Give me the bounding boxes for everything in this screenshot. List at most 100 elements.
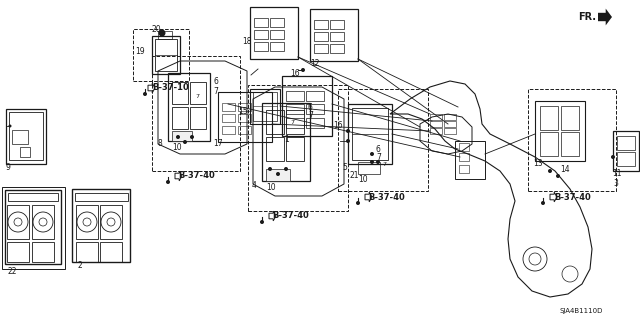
Bar	[444, 128, 456, 134]
Bar	[270, 42, 284, 51]
Bar	[286, 91, 304, 101]
Bar	[254, 42, 268, 51]
Bar	[430, 121, 442, 127]
Text: 7: 7	[376, 152, 381, 161]
Bar	[528, 89, 616, 191]
Text: 12: 12	[310, 58, 319, 68]
Circle shape	[556, 174, 560, 178]
Bar	[330, 20, 344, 29]
Bar	[540, 132, 558, 156]
Circle shape	[611, 155, 615, 159]
Text: 3: 3	[613, 180, 618, 189]
Bar	[9, 112, 43, 160]
Bar	[7, 205, 29, 239]
Bar	[152, 36, 180, 74]
Bar	[32, 242, 54, 262]
Bar	[76, 205, 98, 239]
Bar	[286, 137, 304, 161]
Text: 2: 2	[78, 262, 83, 271]
Text: 4: 4	[252, 182, 257, 190]
Text: 8: 8	[158, 139, 163, 149]
Bar	[338, 89, 428, 191]
Text: 1: 1	[284, 135, 289, 144]
Bar	[310, 9, 358, 61]
Bar	[330, 44, 344, 53]
Text: 10: 10	[266, 182, 276, 191]
Text: 20: 20	[152, 25, 162, 33]
Text: 7: 7	[290, 121, 294, 125]
Circle shape	[370, 160, 374, 164]
Text: 16: 16	[290, 70, 300, 78]
Bar	[266, 110, 284, 134]
Text: 5: 5	[342, 162, 347, 172]
Text: B-37-10: B-37-10	[152, 84, 189, 93]
Text: B-37-40: B-37-40	[368, 192, 404, 202]
Bar	[286, 110, 304, 134]
Bar	[172, 131, 192, 141]
Bar	[444, 114, 456, 120]
Bar	[238, 103, 251, 111]
Bar	[253, 92, 277, 121]
Bar	[306, 91, 324, 101]
Bar	[314, 44, 328, 53]
Bar	[100, 242, 122, 262]
Circle shape	[356, 201, 360, 205]
Bar	[76, 242, 98, 262]
Bar	[12, 130, 28, 144]
Text: 14: 14	[560, 165, 570, 174]
Text: 16: 16	[333, 122, 342, 130]
Circle shape	[346, 139, 350, 143]
Bar	[133, 29, 189, 81]
Bar	[152, 56, 240, 171]
Text: 10: 10	[358, 174, 367, 183]
Bar	[306, 104, 324, 114]
Bar	[266, 169, 290, 181]
Circle shape	[143, 92, 147, 96]
Text: 11: 11	[612, 169, 621, 179]
Bar	[314, 20, 328, 29]
Bar	[5, 190, 61, 264]
Circle shape	[190, 135, 194, 139]
Circle shape	[276, 172, 280, 176]
Bar	[282, 76, 332, 136]
Text: 6: 6	[213, 78, 218, 86]
Bar	[75, 193, 128, 201]
Bar	[459, 143, 469, 151]
Text: FR.: FR.	[578, 12, 596, 22]
Text: B-37-40: B-37-40	[178, 172, 215, 181]
Bar	[238, 114, 251, 122]
Bar	[254, 18, 268, 27]
Text: 6: 6	[308, 102, 313, 112]
Circle shape	[346, 129, 350, 133]
Circle shape	[301, 68, 305, 72]
Bar	[218, 92, 272, 142]
Bar	[286, 104, 304, 114]
Circle shape	[183, 140, 187, 144]
Bar	[32, 205, 54, 239]
Circle shape	[8, 124, 12, 128]
Bar	[430, 114, 442, 120]
Bar	[455, 141, 485, 179]
Text: 21: 21	[350, 172, 360, 181]
Bar	[172, 107, 188, 129]
Bar	[444, 121, 456, 127]
Bar	[250, 7, 298, 59]
Bar	[561, 132, 579, 156]
Bar	[158, 31, 172, 39]
Bar	[348, 104, 392, 164]
Bar	[613, 131, 639, 171]
Bar	[190, 107, 206, 129]
Bar	[306, 118, 324, 128]
Bar	[20, 147, 30, 157]
Bar	[286, 118, 304, 128]
Bar	[358, 162, 380, 174]
Text: B-37-40: B-37-40	[272, 211, 308, 220]
Text: 13: 13	[533, 159, 543, 167]
Bar	[250, 89, 280, 124]
Bar	[2, 187, 65, 269]
Circle shape	[370, 152, 374, 156]
Bar	[7, 242, 29, 262]
Bar	[262, 103, 310, 181]
Bar	[72, 189, 130, 262]
Bar	[314, 32, 328, 41]
